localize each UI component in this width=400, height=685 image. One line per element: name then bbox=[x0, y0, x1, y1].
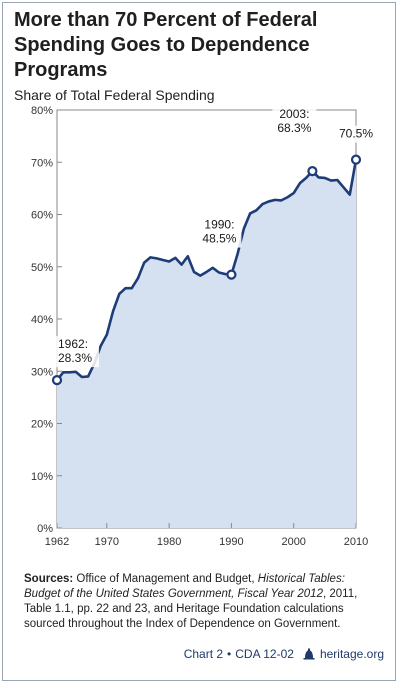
sources-title: Historical Tables: Budget of the United … bbox=[24, 573, 345, 600]
annotation-label: 2003: bbox=[279, 107, 309, 121]
y-tick-label: 0% bbox=[37, 523, 53, 535]
annotation-marker bbox=[307, 166, 318, 177]
sources-text-1: Office of Management and Budget, bbox=[73, 573, 258, 585]
annotation-bg bbox=[197, 216, 242, 248]
sources-note: Sources: Office of Management and Budget… bbox=[24, 572, 379, 632]
chart-number: Chart 2 bbox=[183, 647, 224, 661]
annotation-bg bbox=[334, 125, 378, 143]
y-tick-label: 10% bbox=[31, 471, 53, 483]
footer-separator: • bbox=[227, 647, 232, 661]
annotation-bg bbox=[272, 106, 317, 138]
annotation-label: 1962: bbox=[58, 337, 88, 351]
annotation-label: 68.3% bbox=[277, 121, 311, 135]
document-id: CDA 12-02 bbox=[235, 647, 294, 661]
annotation-label: 70.5% bbox=[339, 127, 373, 141]
area-chart: 0% 10% 20% 30% 40% 50% 60% 70% 80% 1962 1970 1980 19… bbox=[30, 105, 378, 548]
x-tick-label: 2000 bbox=[281, 536, 305, 548]
y-tick-label: 30% bbox=[31, 366, 53, 378]
y-tick-label: 40% bbox=[31, 314, 53, 326]
x-tick-label: 1970 bbox=[95, 536, 119, 548]
y-tick-label: 50% bbox=[31, 262, 53, 274]
x-tick-label: 1990 bbox=[219, 536, 243, 548]
annotation-label: 28.3% bbox=[58, 351, 92, 365]
x-tick-label: 1980 bbox=[157, 536, 181, 548]
footer: Chart 2 • CDA 12-02 heritage.org bbox=[184, 647, 384, 661]
y-tick-label: 80% bbox=[31, 105, 53, 117]
y-tick-label: 20% bbox=[31, 419, 53, 431]
x-tick-label: 2010 bbox=[344, 536, 368, 548]
annotation-marker bbox=[226, 269, 237, 280]
annotation-marker bbox=[350, 154, 362, 165]
annotation-label: 48.5% bbox=[202, 232, 236, 246]
annotation-marker bbox=[51, 375, 63, 386]
website-link[interactable]: heritage.org bbox=[319, 647, 384, 661]
chart-subtitle: Share of Total Federal Spending bbox=[14, 87, 215, 103]
annotation-bg bbox=[55, 336, 99, 368]
annotation-label: 1990: bbox=[204, 218, 234, 232]
sources-text-2: , 2011, Table 1.1, pp. 22 and 23, and He… bbox=[24, 588, 358, 630]
liberty-bell-icon bbox=[303, 648, 315, 660]
sources-prefix: Sources: bbox=[24, 573, 74, 585]
series-area bbox=[57, 159, 356, 528]
chart-title: More than 70 Percent of Federal Spending… bbox=[14, 9, 318, 81]
y-tick-label: 70% bbox=[31, 157, 53, 169]
x-tick-label: 1962 bbox=[45, 536, 69, 548]
chart-frame bbox=[2, 2, 396, 681]
y-tick-label: 60% bbox=[31, 210, 53, 222]
series-line bbox=[55, 159, 358, 381]
